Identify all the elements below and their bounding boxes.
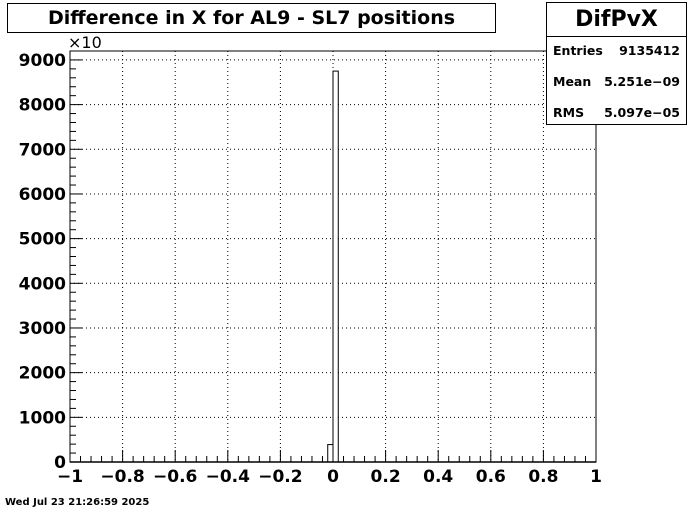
stats-value: 9135412 [619,43,680,58]
stats-row-rms: RMS 5.097e−05 [553,105,680,120]
x-tick-label: 0.4 [423,467,453,487]
stats-box: DifPvX Entries 9135412 Mean 5.251e−09 RM… [546,2,687,125]
histogram-bars [327,70,339,463]
y-multiplier-label: ×10 [68,33,102,52]
x-tick-label: 0.8 [528,467,558,487]
x-tick-label: 0 [327,467,339,487]
y-tick-label: 7000 [19,140,66,160]
chart-title: Difference in X for AL9 - SL7 positions [7,3,496,33]
y-tick-label: 2000 [19,364,66,384]
x-tick-label: −0.8 [100,467,144,487]
stats-label: Entries [553,43,603,58]
x-tick-label: 0.2 [371,467,401,487]
stats-value: 5.097e−05 [604,105,680,120]
stats-histogram-name: DifPvX [547,3,686,37]
stats-row-entries: Entries 9135412 [553,43,680,58]
y-tick-label: 4000 [19,274,66,294]
x-tick-label: −0.4 [206,467,251,487]
y-axis-ticks: 0 1000 2000 3000 4000 5000 6000 7000 8000 9000 [19,50,82,473]
x-tick-label: 0.6 [476,467,506,487]
y-tick-label: 8000 [19,96,66,116]
stats-label: Mean [553,74,592,89]
timestamp: Wed Jul 23 21:26:59 2025 [5,497,150,508]
y-tick-label: 3000 [19,319,66,339]
y-tick-label: 5000 [19,230,66,250]
histogram-bin [327,444,334,463]
stats-value: 5.251e−09 [604,74,680,89]
y-tick-label: 9000 [19,51,66,71]
x-tick-label: −0.6 [153,467,197,487]
x-axis-ticks: −1 −0.8 −0.6 −0.4 −0.2 0 0.2 0.4 0.6 0.8 1 [57,450,602,487]
y-tick-label: 6000 [19,185,66,205]
stats-row-mean: Mean 5.251e−09 [553,74,680,89]
x-tick-label: 1 [590,467,602,487]
x-tick-label: −0.2 [258,467,302,487]
y-tick-label: 0 [54,453,66,473]
y-tick-label: 1000 [19,408,66,428]
x-tick-label: −1 [57,467,83,487]
stats-label: RMS [553,105,585,120]
histogram-bin [332,70,339,463]
